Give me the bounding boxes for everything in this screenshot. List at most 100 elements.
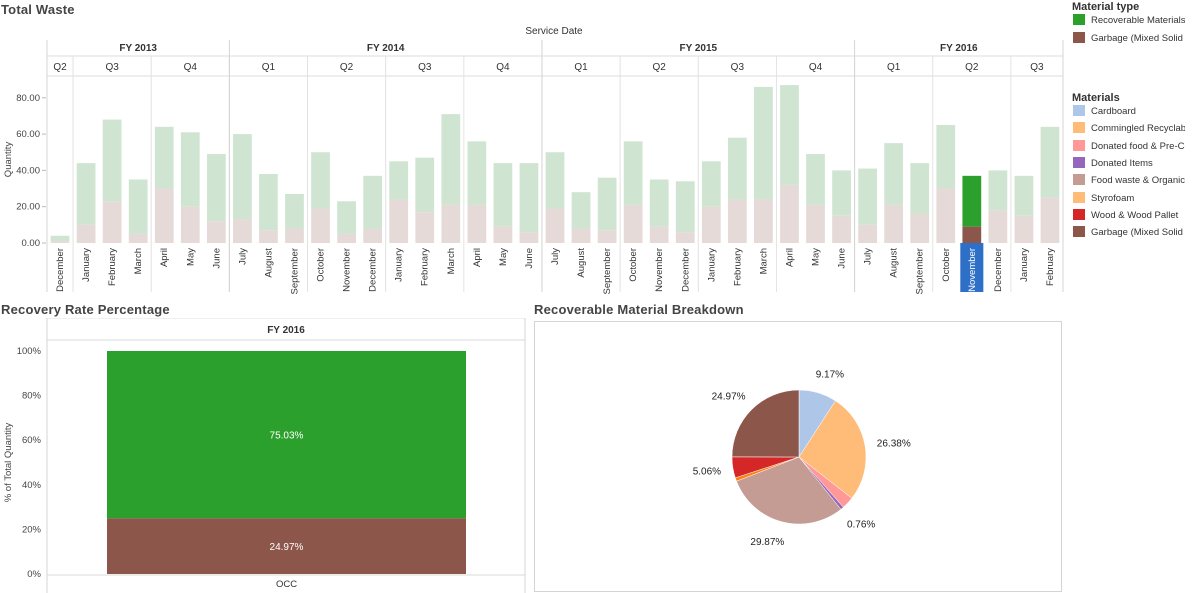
bar-recoverable[interactable] [701, 161, 721, 207]
bar-recoverable[interactable] [259, 174, 278, 231]
bar-recoverable[interactable] [415, 157, 435, 213]
legend-item[interactable]: Commingled Recyclable.. [1073, 122, 1185, 136]
bar-garbage[interactable] [962, 226, 982, 243]
bar-garbage[interactable] [754, 199, 773, 243]
bar-garbage[interactable] [107, 518, 466, 574]
bar-garbage[interactable] [1040, 197, 1060, 243]
pie-slice[interactable] [736, 456, 842, 525]
legend-item[interactable]: Styrofoam [1073, 191, 1185, 206]
bar-recoverable[interactable] [806, 154, 825, 205]
recovery-rate-chart[interactable]: FY 2016 0% 20% 40% 60% 80% 100% % of Total Quan… [0, 318, 530, 593]
bar-garbage[interactable] [832, 215, 851, 243]
bar-garbage[interactable] [493, 226, 513, 243]
bar-garbage[interactable] [311, 208, 330, 243]
bar-recoverable[interactable] [76, 163, 96, 225]
bar-garbage[interactable] [597, 230, 617, 243]
bar-recoverable[interactable] [180, 132, 200, 207]
bar-recoverable[interactable] [493, 163, 513, 227]
legend-item[interactable]: Wood & Wood Pallet [1073, 208, 1185, 223]
bar-recoverable[interactable] [884, 143, 904, 205]
bar-garbage[interactable] [623, 204, 643, 243]
legend-item[interactable]: Donated food & Pre-Con.. [1073, 139, 1185, 154]
legend-label: Donated food & Pre-Con.. [1091, 140, 1185, 152]
bar-recoverable[interactable] [571, 192, 591, 229]
bar-recoverable[interactable] [363, 175, 383, 229]
bar-garbage[interactable] [1014, 215, 1034, 243]
bar-garbage[interactable] [102, 201, 122, 243]
bar-recoverable[interactable] [107, 351, 466, 519]
bar-garbage[interactable] [675, 232, 695, 243]
bar-garbage[interactable] [649, 226, 669, 243]
bar-recoverable[interactable] [389, 161, 409, 200]
x-tick-label: June [837, 248, 848, 269]
bar-garbage[interactable] [389, 199, 409, 243]
bar-garbage[interactable] [441, 204, 461, 243]
bar-garbage[interactable] [206, 221, 226, 243]
bar-garbage[interactable] [780, 184, 799, 243]
bar-recoverable[interactable] [780, 85, 799, 185]
bar-recoverable[interactable] [206, 154, 226, 222]
bar-garbage[interactable] [858, 224, 877, 243]
bar-recoverable[interactable] [154, 126, 174, 189]
bar-garbage[interactable] [259, 230, 278, 243]
bar-garbage[interactable] [154, 188, 174, 243]
quarter-label: Q2 [653, 62, 667, 73]
bar-garbage[interactable] [806, 204, 825, 243]
bar-recoverable[interactable] [519, 163, 539, 233]
bar-recoverable[interactable] [102, 119, 122, 202]
bar-recoverable[interactable] [910, 163, 930, 214]
legend-item[interactable]: Food waste & Organics [1073, 174, 1185, 188]
bar-garbage[interactable] [50, 241, 70, 243]
legend-item[interactable]: Donated Items [1073, 156, 1185, 171]
bar-recoverable[interactable] [858, 168, 877, 225]
bar-recoverable[interactable] [285, 193, 304, 229]
bar-garbage[interactable] [701, 206, 721, 243]
bar-recoverable[interactable] [675, 181, 695, 233]
bar-recoverable[interactable] [311, 152, 330, 209]
bar-recoverable[interactable] [754, 86, 773, 200]
legend-item[interactable]: Cardboard [1073, 105, 1185, 119]
bar-garbage[interactable] [545, 208, 565, 243]
legend-item[interactable]: Recoverable Materials [1073, 14, 1185, 28]
bar-recoverable[interactable] [545, 152, 565, 209]
bar-recoverable[interactable] [832, 170, 851, 216]
bar-garbage[interactable] [936, 188, 956, 243]
bar-recoverable[interactable] [623, 141, 643, 205]
legend-item[interactable]: Garbage (Mixed Solid W... [1073, 32, 1185, 46]
bar-recoverable[interactable] [233, 134, 252, 220]
bar-recoverable[interactable] [936, 125, 956, 189]
bar-garbage[interactable] [76, 224, 96, 243]
bar-garbage[interactable] [337, 233, 356, 243]
bar-recoverable[interactable] [128, 179, 148, 234]
bar-garbage[interactable] [727, 199, 747, 243]
bar-recoverable[interactable] [962, 175, 982, 227]
bar-garbage[interactable] [233, 219, 252, 243]
legend-item[interactable]: Garbage (Mixed Solid W.. [1073, 226, 1185, 240]
bar-recoverable[interactable] [649, 179, 669, 227]
bar-garbage[interactable] [363, 228, 383, 243]
bar-recoverable[interactable] [441, 114, 461, 205]
bar-recoverable[interactable] [467, 141, 487, 205]
bar-garbage[interactable] [467, 204, 487, 243]
bar-recoverable[interactable] [50, 235, 70, 242]
bar-garbage[interactable] [519, 232, 539, 243]
bar-recoverable[interactable] [337, 201, 356, 234]
fy-header: FY 2016 [267, 325, 305, 336]
bar-garbage[interactable] [128, 233, 148, 243]
bar-garbage[interactable] [910, 213, 930, 243]
bar-recoverable[interactable] [988, 170, 1008, 211]
pie-slice[interactable] [798, 400, 867, 499]
pie-slice[interactable] [731, 389, 800, 458]
bar-garbage[interactable] [180, 206, 200, 243]
bar-garbage[interactable] [571, 228, 591, 243]
bar-recoverable[interactable] [727, 137, 747, 200]
bar-garbage[interactable] [884, 204, 904, 243]
recoverable-breakdown-pie[interactable]: 9.17% 26.38% 0.76% 29.87% 5.06% 24.97% [534, 321, 1064, 593]
bar-recoverable[interactable] [1014, 175, 1034, 216]
bar-garbage[interactable] [988, 210, 1008, 243]
bar-recoverable[interactable] [1040, 126, 1060, 198]
bar-garbage[interactable] [415, 212, 435, 243]
bar-recoverable[interactable] [597, 177, 617, 231]
bar-garbage[interactable] [285, 228, 304, 243]
total-waste-chart[interactable]: Service Date Q2 Q3 Q4 FY 2013 Q1 Q2 Q3 Q4 FY 2014… [0, 20, 1070, 318]
